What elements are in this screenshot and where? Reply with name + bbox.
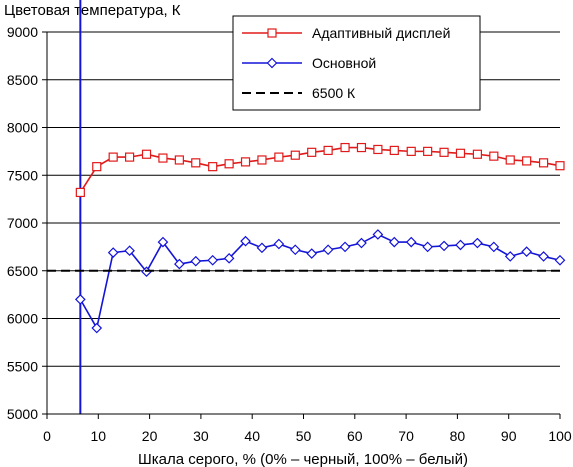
series-0-point-11 [257,155,267,165]
series-1-point-15 [322,244,334,256]
series-1-point-23 [455,239,466,251]
series-0-point-9 [224,159,234,169]
series-1-point-9 [223,252,235,264]
series-0-point-18 [373,144,383,155]
series-0-point-0 [75,187,85,198]
series-0-point-22 [439,147,449,157]
x-tick-label-40: 40 [244,428,260,444]
chart-title: Цветовая температура, К [4,2,181,19]
series-0-point-27 [522,156,532,166]
x-tick-label-60: 60 [347,428,363,444]
series-1-point-12 [273,238,285,250]
series-0-point-2 [108,152,118,162]
series-0-point-1 [92,162,102,172]
legend-label-2: 6500 К [312,85,356,101]
series-0-point-12 [274,152,284,162]
series-1-point-28 [538,251,549,262]
series-1-point-0 [74,294,86,305]
series-0-point-6 [174,155,184,165]
series-1-point-6 [174,258,185,270]
series-1-point-16 [339,241,351,253]
y-tick-label-7000: 7000 [7,215,38,231]
x-tick-label-70: 70 [398,428,414,444]
series-1-point-19 [388,236,400,248]
legend-marker-0 [267,28,277,38]
series-0-point-19 [389,145,399,156]
series-1-point-24 [472,237,483,249]
series-0-point-10 [240,157,251,167]
series-1-point-17 [356,237,367,249]
series-1-point-7 [190,255,202,267]
series-0-point-28 [538,158,549,168]
series-line-0 [79,146,561,193]
series-1-point-2 [107,247,119,258]
x-tick-label-50: 50 [296,428,312,444]
x-tick-label-30: 30 [193,428,209,444]
series-0-point-20 [406,146,416,156]
series-1-point-14 [306,248,318,259]
series-1-point-10 [240,235,251,247]
series-0-point-4 [141,149,152,159]
series-0-point-23 [455,148,466,158]
legend: Адаптивный дисплей Основной 6500 К [232,15,481,111]
series-line-1 [79,233,561,331]
series-0-point-26 [505,155,515,165]
series-1-point-20 [405,236,417,248]
x-tick-label-20: 20 [142,428,158,444]
series-0-point-8 [208,162,218,172]
series-0-point-14 [307,147,317,157]
x-tick-label-100: 100 [548,428,572,444]
series-1-point-26 [504,251,516,262]
series-0-point-7 [191,158,201,168]
legend-label-0: Адаптивный дисплей [312,25,450,41]
series-1-point-5 [157,236,169,248]
series-1-point-21 [422,241,433,253]
series-1-point-29 [554,254,566,266]
x-tick-label-80: 80 [450,428,466,444]
series-0-point-13 [290,150,300,160]
y-tick-label-8500: 8500 [7,72,38,88]
series-0-point-17 [356,142,367,153]
y-tick-label-9000: 9000 [7,24,38,40]
y-tick-labels: 5000 5500 6000 6500 7000 7500 8000 8500 9000 [7,24,38,422]
series-0-point-21 [423,146,433,156]
series-0-point-16 [340,142,350,153]
x-tick-label-90: 90 [501,428,517,444]
y-tick-label-8000: 8000 [7,120,38,136]
series-0-point-15 [323,145,333,156]
series-1-point-22 [438,240,450,252]
y-tick-label-6500: 6500 [7,263,38,279]
series-1-point-11 [256,242,268,254]
x-axis-label: Шкала серого, % (0% – черный, 100% – бел… [138,451,468,467]
series-1-point-1 [91,322,103,334]
x-tick-label-0: 0 [43,428,51,444]
y-tick-label-6000: 6000 [7,311,38,327]
series-1-point-25 [488,241,500,253]
x-tick-labels: 0 10 20 30 40 50 60 70 80 90 100 [43,428,572,444]
series-0-point-3 [124,152,135,162]
series-1-point-27 [521,246,533,257]
series-1-point-8 [207,254,219,266]
series-1-point-18 [372,229,384,240]
axes [42,31,561,419]
x-tick-label-10: 10 [91,428,107,444]
legend-label-1: Основной [312,55,376,71]
series-1-point-3 [124,245,135,257]
series-0-point-5 [158,153,168,163]
y-tick-label-5000: 5000 [7,406,38,422]
series-layer [47,142,566,334]
series-0-point-29 [555,161,565,171]
y-tick-label-7500: 7500 [7,167,38,183]
series-0-point-24 [472,149,483,159]
y-tick-label-5500: 5500 [7,358,38,374]
legend-marker-1 [266,57,278,69]
series-1-point-13 [289,244,301,256]
series-0-point-25 [489,151,499,161]
